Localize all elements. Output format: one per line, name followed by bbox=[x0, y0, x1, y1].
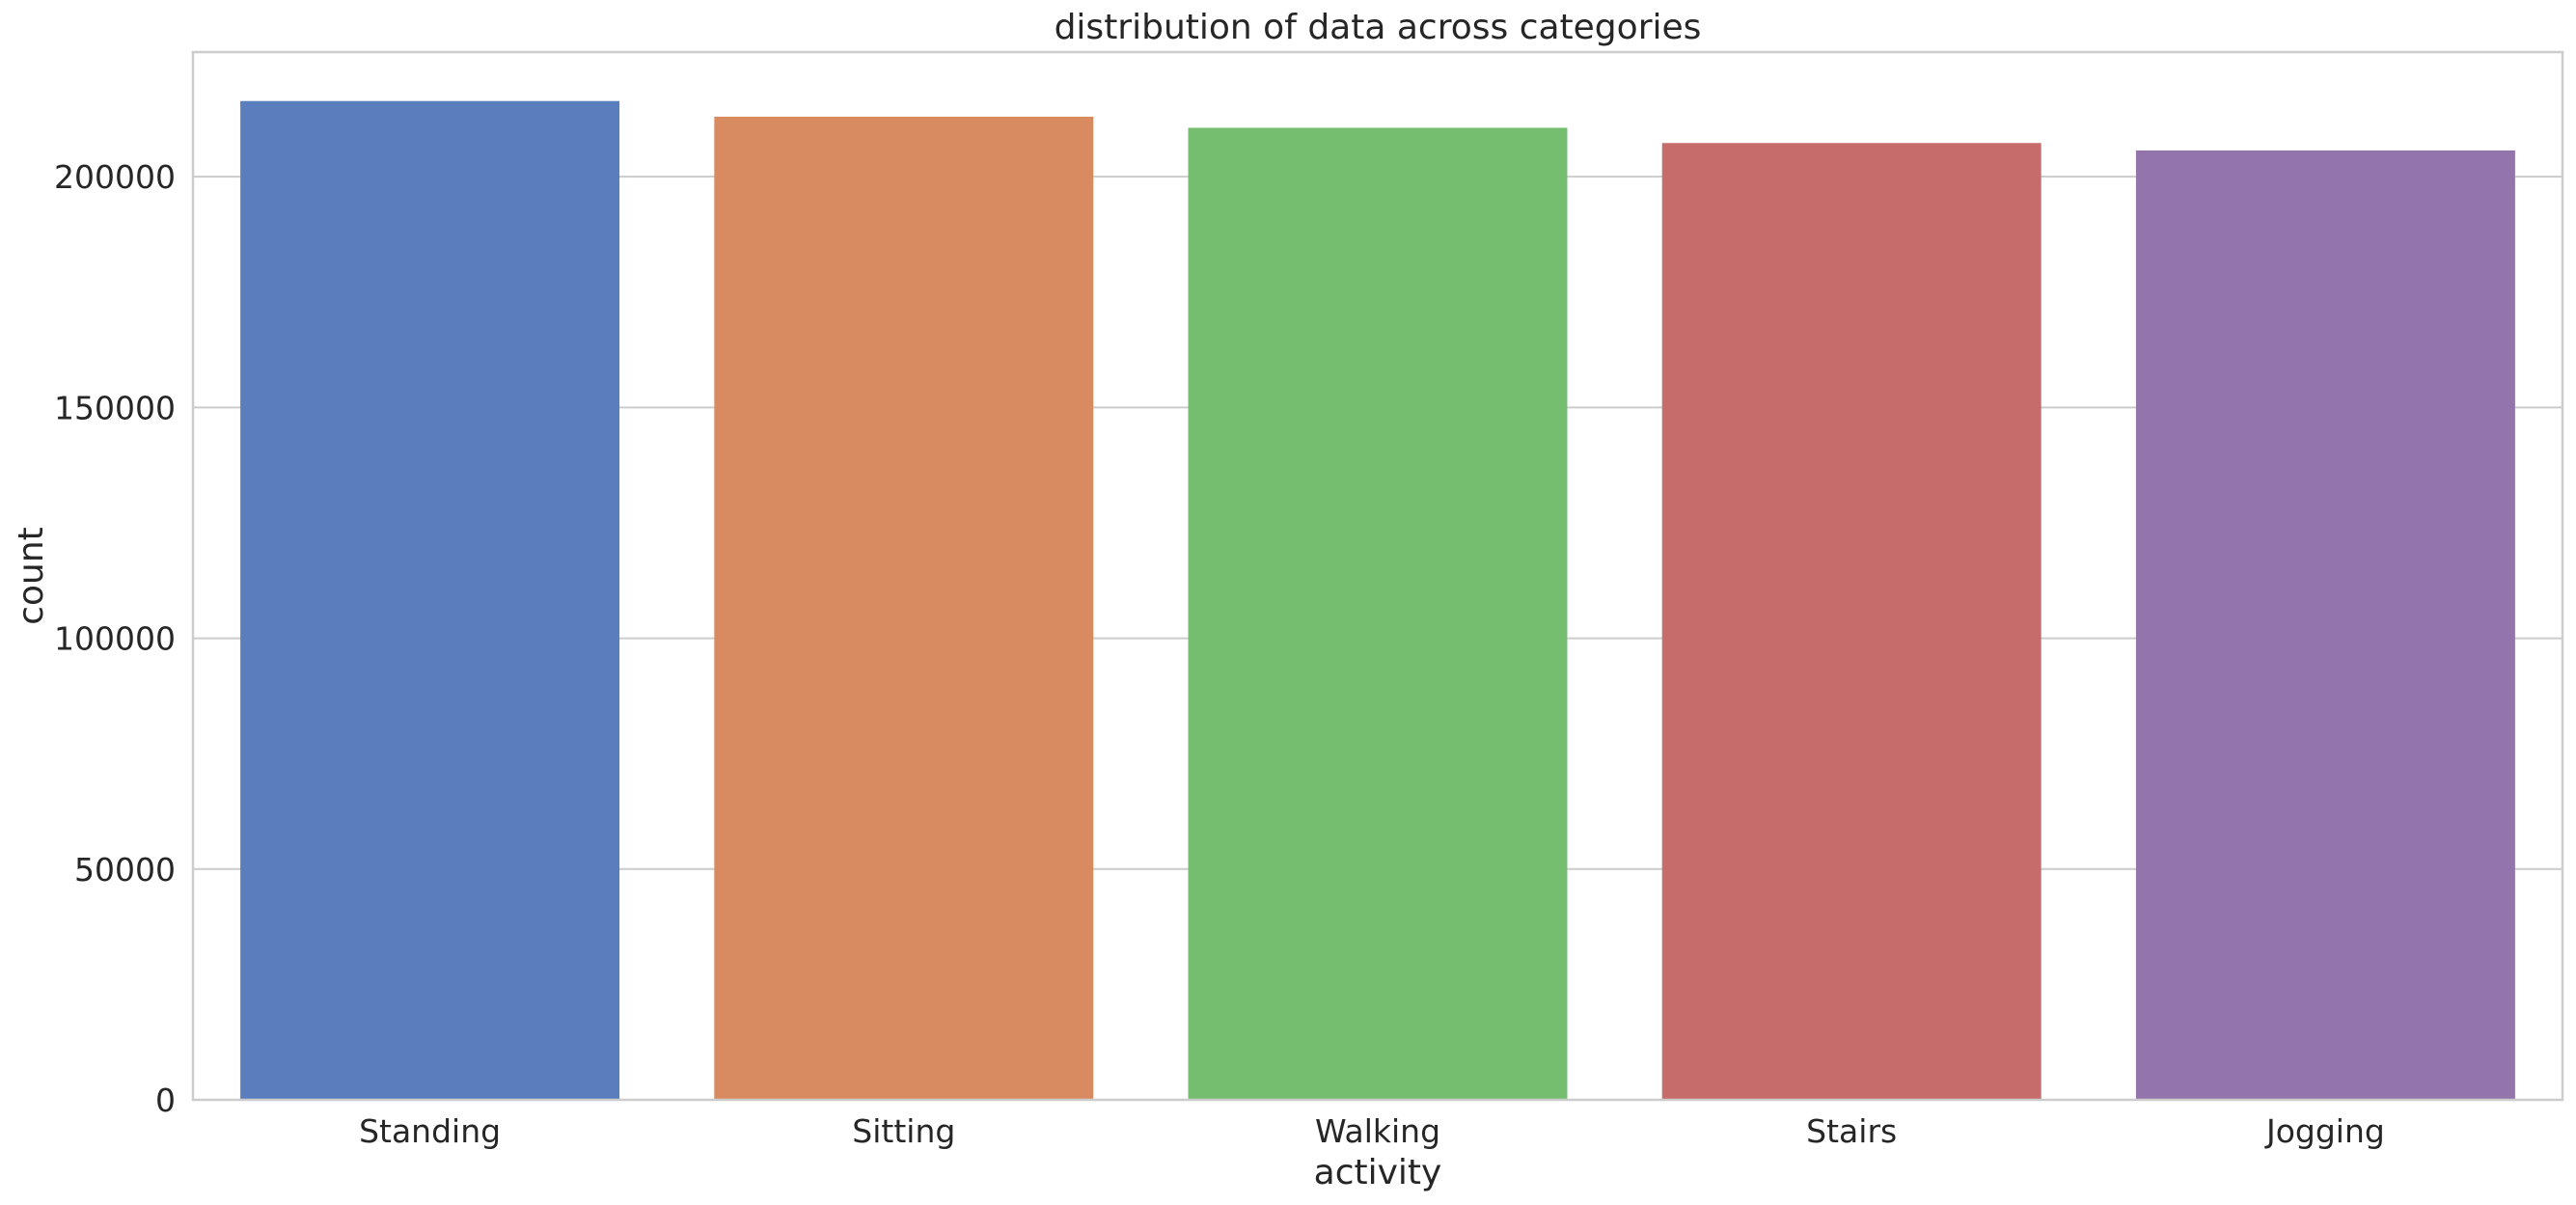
y-tick-label: 200000 bbox=[54, 158, 176, 196]
x-tick-label: Standing bbox=[359, 1112, 501, 1150]
x-tick-labels: Standing Sitting Walking Stairs Jogging bbox=[359, 1112, 2385, 1150]
plot-frame bbox=[191, 50, 2564, 1102]
y-tick-label: 100000 bbox=[54, 620, 176, 658]
x-axis-label: activity bbox=[1314, 1153, 1442, 1192]
bars bbox=[240, 100, 2515, 1101]
x-tick-label: Jogging bbox=[2264, 1112, 2385, 1150]
y-tick-labels: 0 50000 100000 150000 200000 bbox=[54, 158, 176, 1119]
x-tick-label: Walking bbox=[1315, 1112, 1440, 1150]
bar-walking bbox=[1188, 127, 1568, 1101]
y-tick-label: 0 bbox=[155, 1082, 176, 1119]
bar-jogging bbox=[2135, 150, 2515, 1100]
bar-stairs bbox=[1661, 143, 2042, 1101]
x-tick-label: Stairs bbox=[1806, 1112, 1897, 1150]
bar-sitting bbox=[714, 116, 1094, 1101]
y-tick-label: 150000 bbox=[54, 389, 176, 426]
x-tick-label: Sitting bbox=[852, 1112, 955, 1150]
y-tick-label: 50000 bbox=[74, 851, 176, 889]
bar-standing bbox=[240, 100, 620, 1100]
y-axis-label: count bbox=[12, 527, 51, 625]
chart-title: distribution of data across categories bbox=[1055, 8, 1702, 47]
